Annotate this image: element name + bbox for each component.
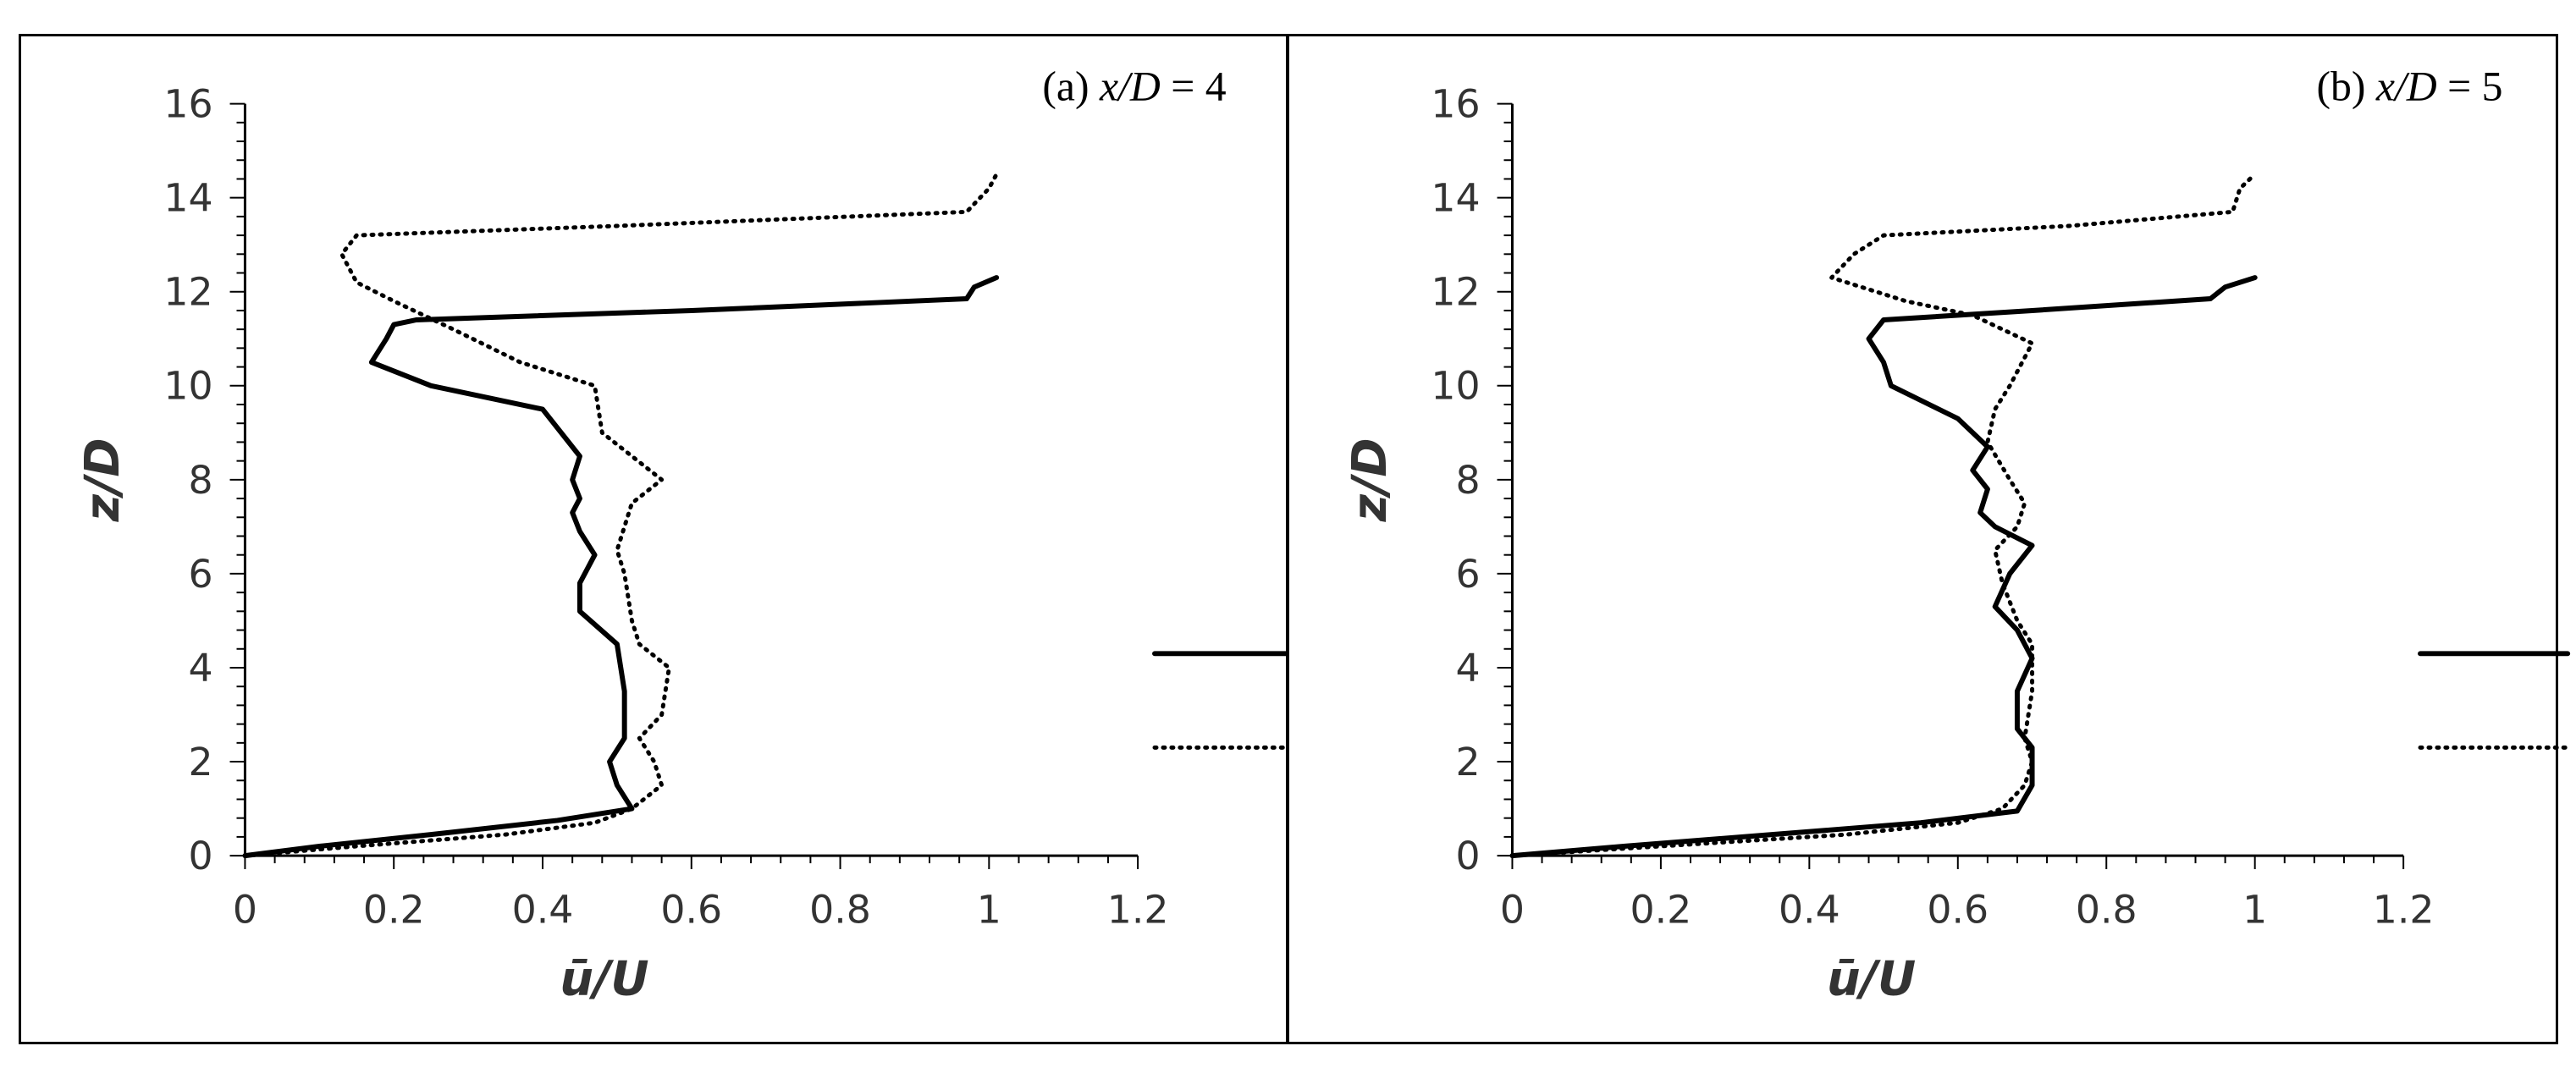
chart-panel-a: 0 0.2 0.4 0.6 0.8 1 1.2 0 2 4 6 8 10 12 14 16 ū/U z/D (a) … — [19, 34, 1409, 1044]
panel-title: (a) x/D = 4 — [1042, 63, 1226, 110]
x-tick-label: 0.4 — [512, 888, 574, 933]
panel-title-variable: x/D — [2375, 63, 2437, 110]
chart-panel-b: 0 0.2 0.4 0.6 0.8 1 1.2 0 2 4 6 8 10 12 14 16 ū/U z/D (b) … — [1287, 34, 2571, 1044]
y-tick-label: 6 — [1456, 552, 1481, 597]
y-tick-label: 14 — [163, 176, 212, 221]
x-tick-label: 0.2 — [363, 888, 425, 933]
x-tick-label: 0.6 — [660, 888, 722, 933]
chart-svg-a: 0 0.2 0.4 0.6 0.8 1 1.2 0 2 4 6 8 10 12 14 16 ū/U z/D (a) … — [75, 63, 1409, 1007]
x-tick-label: 0.8 — [2076, 888, 2137, 933]
x-tick-label: 1 — [2242, 888, 2267, 933]
y-tick-label: 12 — [163, 270, 212, 315]
y-tick-label: 10 — [163, 364, 212, 409]
x-tick-label: 0.4 — [1779, 888, 1840, 933]
y-tick-label: 16 — [1431, 82, 1480, 127]
chart-svg-b: 0 0.2 0.4 0.6 0.8 1 1.2 0 2 4 6 8 10 12 14 16 ū/U z/D (b) … — [1343, 63, 2571, 1006]
y-tick-label: 16 — [163, 82, 212, 127]
panel-title-variable: x/D — [1099, 63, 1161, 110]
y-tick-label: 8 — [189, 458, 213, 503]
x-tick-label: 1.2 — [1107, 888, 1169, 933]
y-tick-label: 2 — [1456, 740, 1481, 784]
panel-title-prefix: (b) — [2316, 63, 2375, 110]
panel-title-suffix: = 5 — [2437, 63, 2503, 110]
y-axis-title: z/D — [1343, 438, 1398, 522]
y-tick-label: 14 — [1431, 176, 1480, 221]
y-tick-label: 12 — [1431, 270, 1480, 315]
x-axis-title: ū/U — [560, 951, 648, 1006]
panel-title: (b) x/D = 5 — [2316, 63, 2502, 110]
series-line-ar12 — [242, 275, 1000, 859]
x-tick-label: 0.8 — [809, 888, 871, 933]
x-tick-label: 1.2 — [2373, 888, 2435, 933]
series-line-ar12 — [1509, 275, 2258, 859]
y-tick-label: 6 — [189, 552, 213, 597]
series-line-ar14 — [1509, 172, 2258, 858]
x-tick-label: 0.6 — [1927, 888, 1989, 933]
panel-title-suffix: = 4 — [1161, 63, 1227, 110]
y-tick-label: 2 — [189, 740, 213, 784]
x-tick-label: 0 — [1500, 888, 1525, 933]
x-axis-title: ū/U — [1827, 951, 1916, 1006]
x-tick-label: 0.2 — [1630, 888, 1692, 933]
y-axis-title: z/D — [75, 438, 130, 522]
panel-title-prefix: (a) — [1042, 63, 1100, 110]
x-tick-label: 0 — [233, 888, 257, 933]
y-tick-label: 0 — [1456, 834, 1481, 878]
x-tick-label: 1 — [977, 888, 1001, 933]
y-tick-label: 4 — [189, 646, 213, 691]
series-line-ar14 — [242, 172, 999, 858]
y-tick-label: 0 — [189, 834, 213, 878]
y-tick-label: 8 — [1456, 458, 1481, 503]
y-tick-label: 10 — [1431, 364, 1480, 409]
y-tick-label: 4 — [1456, 646, 1481, 691]
